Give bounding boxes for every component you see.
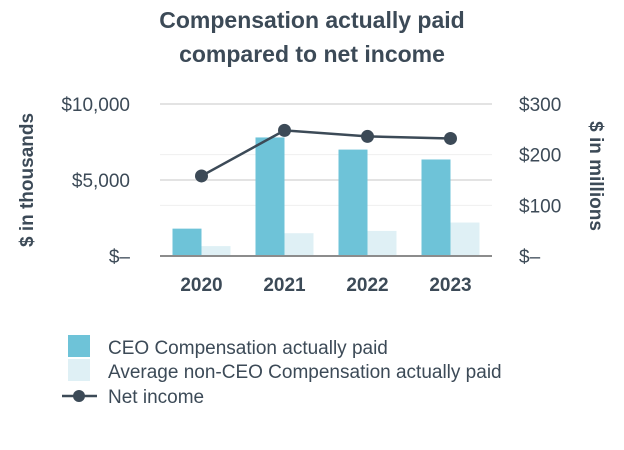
net-income-point-2023 bbox=[444, 131, 457, 145]
legend-label-2: Net income bbox=[108, 387, 204, 408]
x-tick-label-2021: 2021 bbox=[263, 275, 306, 296]
legend-marker-net-income bbox=[73, 390, 85, 402]
left-axis-ticks: $10,000 $5,000 $– bbox=[61, 95, 130, 268]
bar-non-ceo-2022 bbox=[367, 230, 397, 256]
x-tick-label-2023: 2023 bbox=[429, 275, 471, 296]
legend-label-1: Average non-CEO Compensation actually pa… bbox=[108, 362, 502, 383]
bar-ceo-2022 bbox=[338, 149, 368, 256]
right-tick-label: $200 bbox=[519, 146, 561, 167]
bar-non-ceo-2023 bbox=[450, 222, 480, 256]
legend: CEO Compensation actually paid Average no… bbox=[62, 335, 502, 408]
left-axis-title: $ in thousands bbox=[17, 113, 38, 247]
bars bbox=[172, 137, 480, 256]
right-axis-ticks: $300 $200 $100 $– bbox=[519, 95, 561, 268]
right-axis-title: $ in millions bbox=[585, 121, 606, 231]
bar-ceo-2020 bbox=[172, 228, 202, 256]
bar-ceo-2023 bbox=[421, 159, 451, 256]
x-axis-labels: 2020 2021 2022 2023 bbox=[180, 275, 471, 296]
legend-swatch-ceo bbox=[68, 335, 90, 357]
left-tick-label: $10,000 bbox=[61, 95, 130, 116]
legend-swatch-non-ceo bbox=[68, 359, 90, 381]
net-income-point-2022 bbox=[361, 129, 374, 143]
x-tick-label-2022: 2022 bbox=[346, 275, 388, 296]
left-tick-label: $5,000 bbox=[72, 171, 130, 192]
bar-non-ceo-2021 bbox=[284, 233, 314, 256]
right-tick-label: $– bbox=[519, 247, 541, 268]
net-income-point-2020 bbox=[195, 169, 208, 183]
right-tick-label: $300 bbox=[519, 95, 561, 116]
net-income-point-2021 bbox=[278, 123, 291, 137]
right-tick-label: $100 bbox=[519, 196, 561, 217]
x-tick-label-2020: 2020 bbox=[180, 275, 222, 296]
bar-ceo-2021 bbox=[255, 137, 285, 256]
legend-label-0: CEO Compensation actually paid bbox=[108, 338, 388, 359]
bar-non-ceo-2020 bbox=[201, 246, 231, 256]
chart-title-line-2: compared to net income bbox=[179, 41, 445, 67]
net-income-path bbox=[200, 129, 451, 178]
chart-title-line-1: Compensation actually paid bbox=[159, 7, 464, 33]
left-tick-label: $– bbox=[109, 247, 131, 268]
net-income-line bbox=[195, 123, 457, 183]
